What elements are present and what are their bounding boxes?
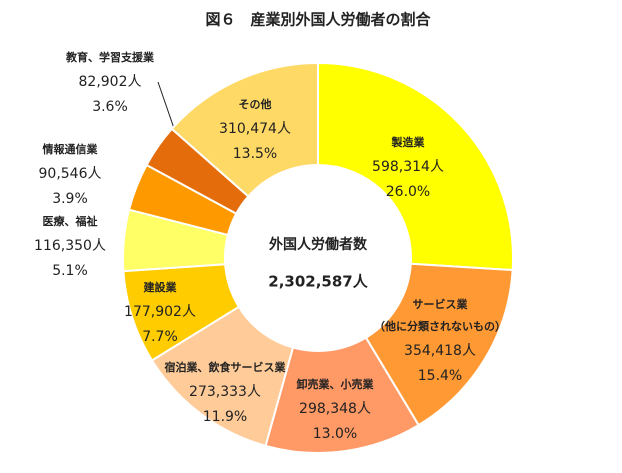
donut-segment	[170, 61, 319, 198]
category-label: 教育、学習支援業	[65, 50, 155, 64]
percentage-label: 26.0%	[386, 184, 430, 200]
percentage-label: 13.0%	[313, 426, 357, 442]
value-label: 90,546人	[39, 166, 102, 182]
value-label: 177,902人	[124, 304, 196, 320]
percentage-label: 5.1%	[52, 263, 88, 279]
category-label: 医療、福祉	[43, 214, 98, 228]
center-title: 外国人労働者数	[269, 236, 368, 253]
category-label: 卸売業、小売業	[297, 377, 375, 391]
center-total: 2,302,587人	[268, 273, 368, 291]
value-label: 310,474人	[219, 121, 291, 137]
percentage-label: 7.7%	[142, 329, 178, 345]
category-label: サービス業（他に分類されないもの）	[374, 297, 506, 333]
value-label: 298,348人	[299, 401, 371, 417]
percentage-label: 3.6%	[92, 99, 128, 115]
value-label: 354,418人	[404, 343, 476, 359]
percentage-label: 13.5%	[233, 146, 277, 162]
value-label: 82,902人	[79, 74, 142, 90]
value-label: 116,350人	[34, 238, 106, 254]
value-label: 273,333人	[189, 384, 261, 400]
donut-segment	[317, 61, 514, 272]
percentage-label: 11.9%	[203, 409, 247, 425]
donut-segment	[364, 262, 514, 427]
category-label: 製造業	[391, 135, 426, 149]
category-label: 建設業	[144, 280, 178, 294]
category-label: 情報通信業	[43, 142, 99, 156]
percentage-label: 15.4%	[418, 368, 462, 384]
value-label: 598,314人	[372, 159, 444, 175]
category-label: その他	[239, 97, 272, 111]
chart-title: 図６ 産業別外国人労働者の割合	[205, 11, 431, 29]
category-label: 宿泊業、飲食サービス業	[165, 360, 287, 374]
percentage-label: 3.9%	[52, 191, 88, 207]
